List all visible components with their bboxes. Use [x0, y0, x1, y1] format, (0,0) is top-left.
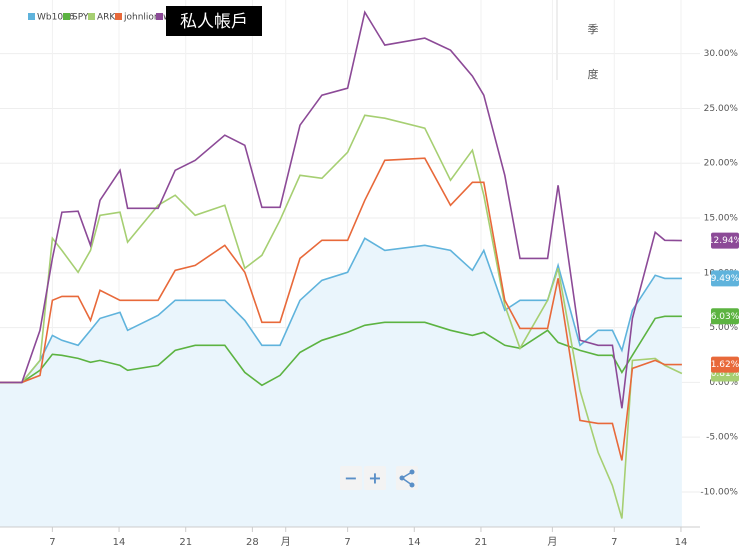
line	[0, 237, 682, 384]
legend-label: Wb1026	[37, 13, 75, 23]
x-tick-label: 21	[475, 537, 488, 548]
end-label: 1.62%	[711, 360, 740, 370]
legend-label: johnliontw	[123, 13, 171, 23]
side-text: 度	[588, 67, 599, 81]
end-label: 0.81%	[711, 369, 740, 379]
legend-label: SPY	[72, 13, 89, 23]
legend-label: ARKK	[97, 13, 122, 23]
y-tick-label: 5.00%	[709, 323, 738, 333]
control-button[interactable]	[364, 466, 386, 490]
line	[0, 114, 683, 519]
x-tick-label: 21	[179, 537, 192, 548]
y-tick-label: 20.00%	[704, 159, 739, 169]
area	[0, 238, 682, 528]
x-tick-label: 7	[49, 537, 55, 548]
end-label-box	[711, 356, 739, 373]
line	[0, 157, 682, 461]
overlay-box	[166, 6, 262, 36]
control-button[interactable]	[340, 466, 362, 490]
end-label: 6.03%	[711, 312, 740, 322]
end-label-box	[711, 232, 739, 249]
x-tick-label: 月	[547, 536, 557, 548]
end-label: 9.49%	[711, 274, 740, 284]
control-label[interactable]: −	[344, 469, 357, 488]
x-tick-label: 月	[281, 536, 291, 548]
control-label[interactable]: +	[368, 469, 381, 488]
x-tick-label: 14	[408, 537, 421, 548]
legend-swatch	[63, 13, 70, 20]
legend-swatch	[28, 13, 35, 20]
x-tick-label: 28	[246, 537, 259, 548]
side-text: 季	[588, 23, 599, 36]
end-label: 12.94%	[708, 236, 740, 246]
line	[0, 10, 682, 409]
legend-swatch	[88, 13, 95, 20]
grid	[0, 0, 700, 528]
line	[0, 315, 682, 387]
end-label-box	[711, 270, 739, 287]
legend-swatch	[156, 13, 163, 20]
share-icon[interactable]	[401, 471, 413, 486]
y-tick-label: -10.00%	[700, 487, 738, 497]
y-tick-label: 30.00%	[704, 49, 739, 59]
y-tick-label: 15.00%	[704, 214, 739, 224]
zoom-controls: − +	[340, 466, 418, 490]
share-button[interactable]	[396, 466, 418, 490]
x-tick-label: 14	[113, 537, 126, 548]
x-tick-label: 7	[611, 537, 617, 548]
x-tick-label: 14	[675, 537, 688, 548]
overlay-text: 私人帳戶	[180, 12, 248, 32]
y-tick-label: 0.00%	[709, 378, 738, 388]
y-tick-label: -5.00%	[706, 433, 738, 443]
y-tick-label: 25.00%	[704, 104, 739, 114]
end-label-box	[711, 308, 739, 325]
x-tick-label: 7	[344, 537, 350, 548]
legend-swatch	[115, 13, 122, 20]
